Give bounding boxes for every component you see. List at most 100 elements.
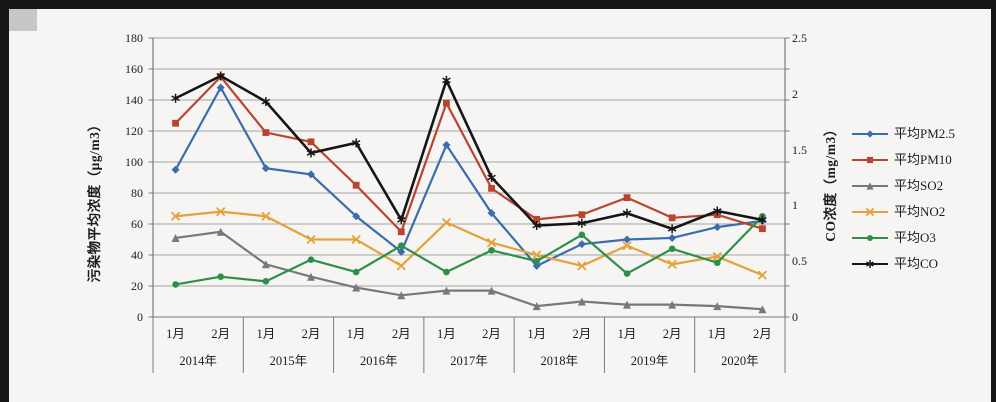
series-marker-circle bbox=[307, 256, 315, 263]
series-marker-square bbox=[866, 156, 874, 164]
series-marker-star bbox=[261, 97, 271, 107]
series-marker-circle bbox=[668, 245, 676, 253]
series-marker-star bbox=[171, 93, 180, 103]
series-marker-triangle bbox=[216, 227, 225, 236]
y-left-tick: 60 bbox=[131, 217, 143, 231]
y-left-tick: 140 bbox=[125, 93, 143, 107]
series-marker-x bbox=[622, 241, 632, 251]
series-marker-diamond bbox=[397, 247, 406, 256]
series-marker-square bbox=[759, 225, 766, 233]
series-marker-diamond bbox=[713, 223, 722, 232]
y-left-tick: 120 bbox=[125, 124, 143, 138]
series-marker-x bbox=[261, 211, 271, 221]
legend-swatch bbox=[852, 207, 888, 217]
series-marker-circle bbox=[262, 278, 270, 285]
series-marker-circle bbox=[578, 231, 586, 239]
x-month-label: 1月 bbox=[256, 327, 276, 341]
series-marker-star bbox=[622, 208, 632, 218]
series-marker-x bbox=[577, 261, 587, 271]
legend-swatch bbox=[852, 235, 888, 241]
series-marker-star bbox=[577, 218, 587, 228]
legend-label: 平均PM10 bbox=[894, 152, 952, 167]
y-left-tick: 100 bbox=[125, 155, 143, 169]
series-marker-diamond bbox=[171, 165, 180, 174]
series-line-平均PM10 bbox=[174, 75, 763, 234]
x-year-label: 2016年 bbox=[359, 354, 398, 368]
series-marker-star bbox=[216, 71, 226, 81]
series-marker-square bbox=[262, 129, 270, 136]
x-year-label: 2020年 bbox=[721, 354, 759, 368]
series-marker-circle bbox=[397, 242, 405, 249]
series-line-平均PM2.5 bbox=[174, 85, 763, 268]
series-marker-star bbox=[758, 215, 767, 225]
series-marker-square bbox=[443, 99, 450, 107]
series-marker-triangle bbox=[668, 300, 677, 309]
y-right-tick: 1.5 bbox=[792, 142, 807, 157]
legend-swatch bbox=[852, 260, 888, 268]
series-marker-square bbox=[352, 181, 360, 189]
series-marker-circle bbox=[533, 257, 541, 265]
series-marker-diamond bbox=[866, 130, 874, 138]
series-marker-circle bbox=[443, 268, 450, 276]
x-month-label: 1月 bbox=[707, 327, 727, 341]
legend-item: 平均O3 bbox=[851, 231, 955, 245]
x-month-label: 2月 bbox=[391, 327, 411, 341]
series-marker-x bbox=[486, 237, 497, 248]
series-marker-triangle bbox=[487, 286, 496, 295]
series-marker-star bbox=[532, 220, 542, 230]
series-line-平均CO bbox=[174, 74, 763, 231]
series-marker-x bbox=[216, 206, 226, 217]
series-marker-diamond bbox=[487, 209, 496, 218]
series-marker-diamond bbox=[532, 261, 541, 270]
series-marker-star bbox=[396, 215, 406, 225]
series-marker-triangle bbox=[866, 182, 874, 190]
series-marker-x bbox=[306, 234, 316, 245]
plot-area bbox=[148, 37, 790, 373]
x-month-label: 2月 bbox=[482, 327, 501, 341]
series-marker-triangle bbox=[171, 233, 180, 242]
series-marker-square bbox=[307, 138, 315, 146]
series-line-平均O3 bbox=[175, 215, 764, 286]
legend-label: 平均SO2 bbox=[894, 178, 944, 193]
series-marker-diamond bbox=[261, 164, 270, 173]
series-marker-square bbox=[533, 215, 541, 223]
series-marker-x bbox=[532, 250, 542, 260]
y-left-axis-title: 污染物平均浓度（μg/m3） bbox=[87, 117, 102, 283]
series-marker-circle bbox=[713, 259, 721, 267]
y-left-tick: 80 bbox=[131, 186, 143, 200]
series-marker-x bbox=[396, 261, 406, 271]
series-marker-square bbox=[668, 214, 676, 222]
x-month-label: 1月 bbox=[437, 327, 456, 341]
series-marker-square bbox=[172, 119, 179, 127]
frame-top-bar bbox=[0, 0, 996, 9]
legend-label: 平均O3 bbox=[894, 230, 936, 245]
series-marker-square bbox=[578, 211, 586, 219]
y-right-tick: 2.5 bbox=[792, 31, 807, 45]
series-marker-diamond bbox=[668, 233, 677, 242]
series-marker-star bbox=[712, 206, 722, 216]
series-marker-diamond bbox=[307, 170, 315, 179]
legend-label: 平均PM2.5 bbox=[894, 126, 956, 141]
series-marker-square bbox=[397, 228, 405, 236]
x-month-label: 2月 bbox=[572, 327, 592, 341]
series-marker-triangle bbox=[532, 302, 541, 311]
x-month-label: 2月 bbox=[301, 327, 321, 341]
series-marker-circle bbox=[172, 281, 179, 288]
series-marker-diamond bbox=[623, 235, 631, 244]
series-marker-star bbox=[667, 224, 677, 234]
series-marker-triangle bbox=[261, 260, 270, 269]
series-marker-diamond bbox=[577, 240, 586, 249]
legend-swatch bbox=[852, 156, 888, 164]
legend-item: 平均SO2 bbox=[851, 179, 955, 193]
x-month-label: 2月 bbox=[753, 327, 772, 341]
series-marker-circle bbox=[352, 268, 360, 276]
x-month-label: 1月 bbox=[166, 327, 185, 341]
x-month-label: 2月 bbox=[662, 327, 682, 341]
legend-item: 平均PM10 bbox=[851, 153, 955, 167]
series-marker-triangle bbox=[623, 300, 631, 309]
series-marker-triangle bbox=[352, 283, 361, 292]
series-marker-diamond bbox=[216, 83, 225, 92]
legend-label: 平均CO bbox=[894, 256, 939, 271]
x-month-label: 1月 bbox=[346, 327, 366, 341]
